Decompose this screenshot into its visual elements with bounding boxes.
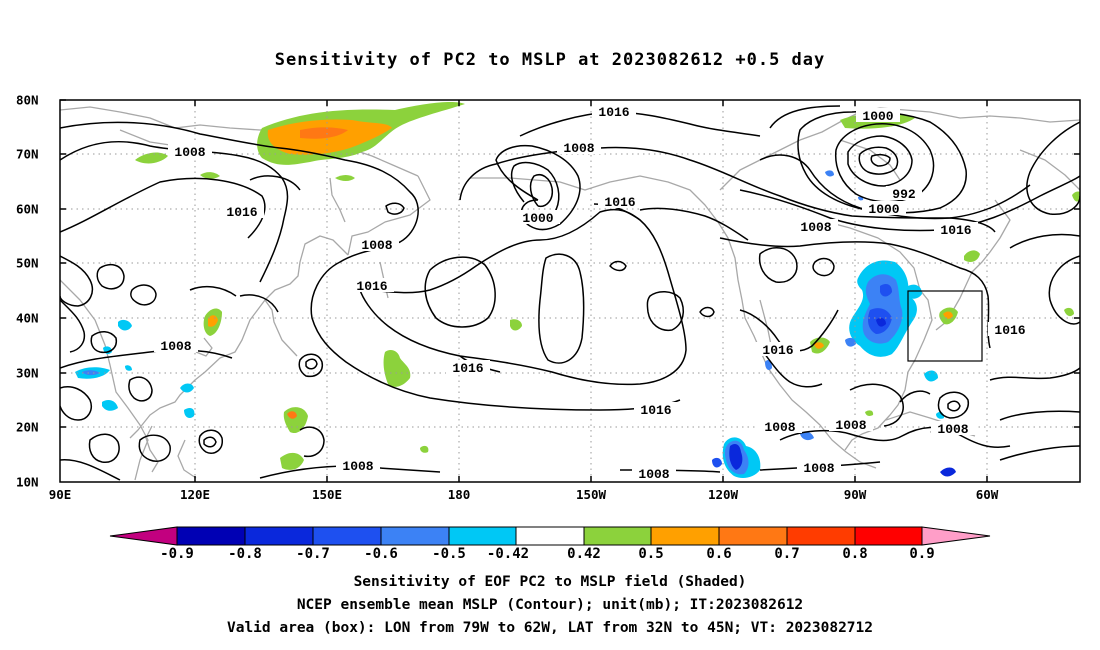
colorbar-cell (921, 526, 991, 546)
lat-label: 60N (16, 201, 39, 217)
contour-label: 1016 (940, 223, 971, 238)
lat-label: 20N (16, 419, 39, 435)
colorbar (109, 526, 991, 546)
contour-label: 1016 (762, 343, 793, 358)
lon-label: 60W (975, 487, 999, 502)
contour-label: 1016 (598, 105, 629, 120)
lon-label: 150E (311, 487, 343, 502)
contour-label: 1008 (174, 145, 205, 160)
colorbar-cell (176, 526, 246, 546)
caption-shading: Sensitivity of EOF PC2 to MSLP field (Sh… (353, 574, 747, 590)
contour-label: 1008 (800, 220, 831, 235)
colorbar-label: 0.5 (638, 546, 664, 562)
colorbar-cell (448, 526, 517, 546)
contour-label: 1008 (563, 141, 594, 156)
colorbar-label: 0.6 (706, 546, 732, 562)
lat-label: 40N (16, 310, 39, 326)
contour-label: 1008 (835, 418, 866, 433)
colorbar-cell (244, 526, 314, 546)
colorbar-cell (312, 526, 382, 546)
contour-label: 1000 (522, 211, 553, 226)
contour-label: 1008 (764, 420, 795, 435)
contour-label: 1008 (937, 422, 968, 437)
lat-label: 50N (16, 255, 39, 271)
colorbar-label: -0.9 (160, 546, 194, 562)
lat-label: 80N (16, 92, 39, 108)
sensitivity-shading (75, 102, 1080, 478)
colorbar-label: -0.5 (432, 546, 466, 562)
lat-label: 70N (16, 146, 39, 162)
colorbar-label: 0.42 (567, 546, 601, 562)
contour-label: 1000 (868, 202, 899, 217)
contour-label: 1000 (862, 109, 893, 124)
colorbar-cell (583, 526, 652, 546)
colorbar-label: 0.8 (842, 546, 868, 562)
colorbar-label: 0.9 (909, 546, 935, 562)
contour-label: 1008 (342, 459, 373, 474)
figure-title: Sensitivity of PC2 to MSLP at 2023082612… (274, 50, 826, 70)
colorbar-cell (380, 526, 450, 546)
contour-label: 1016 (640, 403, 671, 418)
caption-contour: NCEP ensemble mean MSLP (Contour); unit(… (296, 597, 804, 613)
lon-label: 90W (843, 487, 867, 502)
colorbar-label: 0.7 (774, 546, 800, 562)
contour-labels: 1016 1008 1016 1008 1016 1008 1016 1016 … (160, 105, 1026, 482)
lon-label: 180 (447, 487, 471, 502)
lon-label: 120E (179, 487, 211, 502)
colorbar-cell (854, 526, 923, 546)
lat-label: 30N (16, 365, 39, 381)
colorbar-label: -0.7 (296, 546, 330, 562)
map-frame (59, 99, 1081, 483)
lat-label: 10N (16, 474, 39, 490)
colorbar-cell (109, 526, 178, 546)
valid-area-box (907, 290, 983, 362)
coastlines (60, 106, 1080, 481)
contour-label: 1016 (226, 205, 257, 220)
lon-label: 150W (575, 487, 607, 502)
colorbar-cell (515, 526, 585, 546)
contour-label: 1008 (361, 238, 392, 253)
contour-label: 1016 (452, 361, 483, 376)
mslp-contours (60, 105, 1080, 481)
contour-label: 1016 (604, 195, 635, 210)
contour-label: 992 (892, 187, 916, 202)
contour-label: 1016 (356, 279, 387, 294)
contour-label: 1016 (994, 323, 1025, 338)
colorbar-cell (650, 526, 720, 546)
colorbar-label: -0.6 (364, 546, 398, 562)
colorbar-label: -0.42 (486, 546, 530, 562)
colorbar-cell (718, 526, 788, 546)
colorbar-label: -0.8 (228, 546, 262, 562)
contour-label: 1008 (638, 467, 669, 482)
contour-label: 1008 (160, 339, 191, 354)
colorbar-cell (786, 526, 856, 546)
lon-label: 90E (48, 487, 72, 502)
caption-valid-area: Valid area (box): LON from 79W to 62W, L… (226, 620, 873, 636)
contour-label: 1008 (803, 461, 834, 476)
lon-label: 120W (707, 487, 739, 502)
